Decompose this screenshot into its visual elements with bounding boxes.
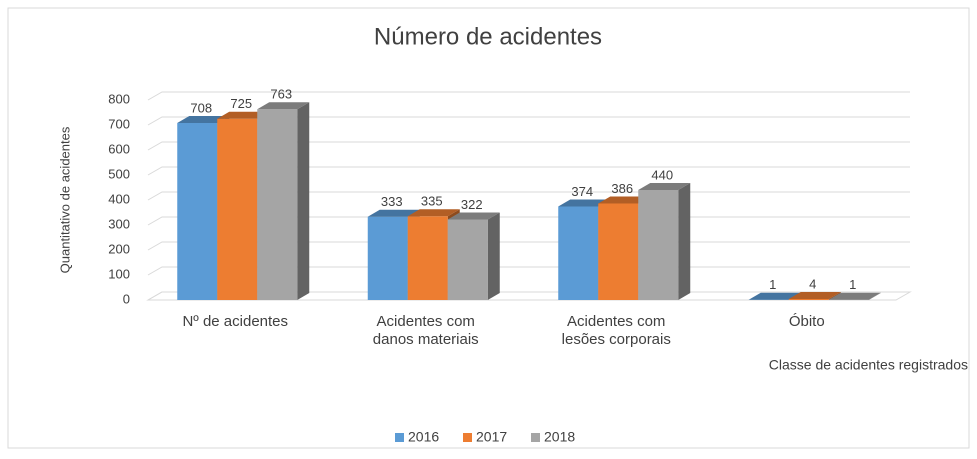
bar-side xyxy=(488,213,500,301)
y-tick-label: 800 xyxy=(108,91,130,106)
data-label: 1 xyxy=(849,277,856,292)
bar-front xyxy=(177,123,217,300)
data-label: 708 xyxy=(190,100,212,115)
y-tick-label: 100 xyxy=(108,266,130,281)
bar-front xyxy=(217,119,257,300)
x-tick-label: Acidentes com xyxy=(567,313,665,330)
bar-front xyxy=(558,207,598,301)
data-label: 440 xyxy=(651,167,673,182)
bar-front xyxy=(257,109,297,300)
legend-label: 2017 xyxy=(476,429,507,445)
data-label: 725 xyxy=(230,96,252,111)
x-tick-label: danos materiais xyxy=(373,331,479,348)
y-tick-label: 400 xyxy=(108,191,130,206)
y-tick-label: 0 xyxy=(123,291,130,306)
y-axis-label: Quantitativo de acidentes xyxy=(57,126,72,273)
data-label: 335 xyxy=(421,194,443,209)
data-label: 1 xyxy=(769,277,776,292)
data-label: 386 xyxy=(611,181,633,196)
bar xyxy=(257,102,309,300)
bar xyxy=(638,183,690,300)
legend-label: 2016 xyxy=(408,429,439,445)
data-label: 322 xyxy=(461,197,483,212)
x-tick-label: Óbito xyxy=(789,313,825,330)
bar-front xyxy=(638,190,678,300)
data-label: 333 xyxy=(381,194,403,209)
x-axis-label: Classe de acidentes registrados xyxy=(769,357,968,373)
legend-swatch xyxy=(463,433,472,442)
bar-side xyxy=(297,102,309,300)
bar-front xyxy=(408,216,448,300)
data-label: 763 xyxy=(270,87,292,102)
bar-front xyxy=(448,220,488,301)
x-tick-label: Acidentes com xyxy=(377,313,475,330)
y-tick-label: 500 xyxy=(108,166,130,181)
legend-swatch xyxy=(531,433,540,442)
y-tick-label: 600 xyxy=(108,141,130,156)
legend-label: 2018 xyxy=(544,429,575,445)
bar-front xyxy=(789,299,829,300)
y-tick-label: 300 xyxy=(108,216,130,231)
y-tick-label: 200 xyxy=(108,241,130,256)
x-tick-label: lesões corporais xyxy=(562,331,671,348)
data-label: 374 xyxy=(571,184,593,199)
data-label: 4 xyxy=(809,276,816,291)
x-tick-label: Nº de acidentes xyxy=(182,313,288,330)
bar-side xyxy=(678,183,690,300)
legend-swatch xyxy=(395,433,404,442)
bar xyxy=(448,213,500,301)
y-tick-label: 700 xyxy=(108,116,130,131)
chart-title: Número de acidentes xyxy=(374,23,602,50)
bar-front xyxy=(598,204,638,301)
bar-front xyxy=(368,217,408,300)
